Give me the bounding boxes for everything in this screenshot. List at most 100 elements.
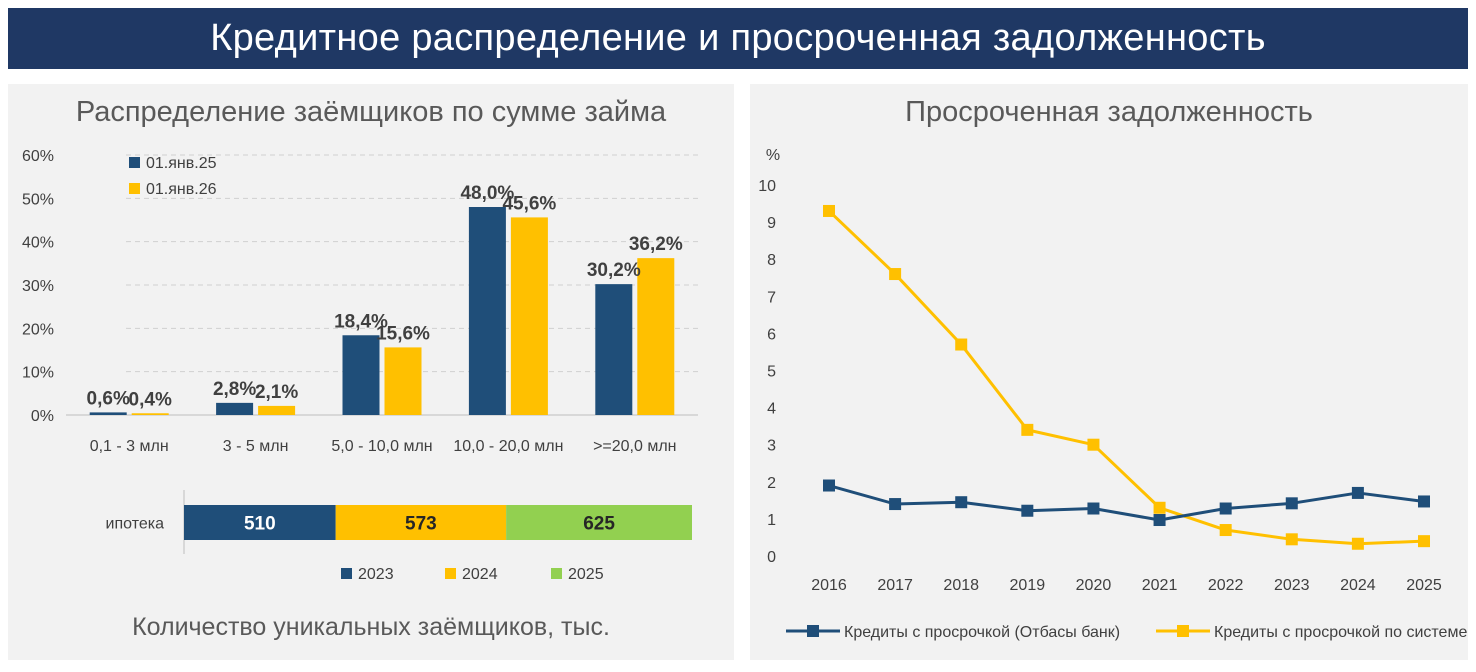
otbasy-overdue-series-marker [823,479,835,492]
bar-legend-swatch [129,157,140,168]
bar [89,412,127,415]
bar-data-label: 36,2% [629,234,683,255]
stack-legend-swatch [341,568,352,579]
otbasy-overdue-series-marker [1285,497,1298,510]
otbasy-overdue-series-marker [1418,495,1430,508]
stack-segment-label: 573 [405,514,437,535]
stack-legend-swatch [445,568,456,579]
bar-data-label: 2,8% [213,379,256,400]
bar-y-tick-label: 10% [22,365,54,382]
system-overdue-series-marker [823,204,835,217]
stack-legend-label: 2023 [358,566,394,583]
system-overdue-series-marker [1021,423,1034,436]
stack-segment [506,505,692,540]
bar-y-tick-label: 30% [22,278,54,295]
bar-y-tick-label: 40% [22,235,54,252]
otbasy-overdue-series-marker [1153,514,1166,527]
stack-legend-label: 2024 [462,566,498,583]
bar [468,207,506,415]
line-x-tick-label: 2016 [811,577,847,594]
bar-data-label: 2,1% [255,382,298,403]
stack-segment-label: 625 [583,514,615,535]
line-chart-title: Просроченная задолженность [905,96,1313,128]
bar-x-tick-label: >=20,0 млн [593,438,676,455]
bar-y-tick-label: 50% [22,191,54,208]
line-x-tick-label: 2023 [1274,577,1310,594]
line-x-tick-label: 2021 [1142,577,1178,594]
bar-x-tick-label: 0,1 - 3 млн [90,438,169,455]
bar-data-label: 15,6% [376,323,430,344]
borrower-distribution-chart: Распределение заёмщиков по сумме займа 0… [22,96,698,641]
bar-x-tick-label: 3 - 5 млн [223,438,289,455]
bar-y-tick-label: 20% [22,321,54,338]
bar-y-tick-label: 0% [31,408,54,425]
stack-category-label: ипотека [106,516,165,533]
bar-data-label: 45,6% [502,193,556,214]
system-overdue-series-marker [1285,533,1298,546]
stacked-bar-caption: Количество уникальных заёмщиков, тыс. [132,613,610,641]
system-overdue-series-marker [1219,524,1232,537]
system-overdue-series-line [827,209,1425,546]
otbasy-overdue-series-line [828,484,1425,522]
line-y-tick-label: 5 [767,364,776,381]
line-y-tick-label: 9 [767,215,776,232]
bar-data-label: 48,0% [460,183,514,204]
system-overdue-series-marker [889,268,902,281]
bar-legend-label: 01.янв.26 [146,181,217,198]
system-overdue-series-marker [1153,501,1166,514]
line-y-unit-label: % [766,147,780,164]
stack-legend-label: 2025 [568,566,604,583]
line-x-tick-label: 2019 [1010,577,1046,594]
bar [510,217,548,415]
stack-segment [335,505,507,540]
stack-legend-swatch [551,568,562,579]
bar [595,284,633,415]
bar [637,258,675,415]
line-legend-marker [1177,625,1189,637]
line-x-tick-label: 2024 [1340,577,1376,594]
bar [216,402,254,415]
line-legend-label: Кредиты с просрочкой по системе [1214,624,1467,641]
bar-y-tick-label: 60% [22,148,54,165]
line-y-tick-label: 1 [767,512,776,529]
line-y-tick-label: 0 [767,549,776,566]
line-y-tick-label: 10 [758,178,776,195]
system-overdue-series-marker [1087,438,1100,451]
line-y-tick-label: 8 [767,252,776,269]
otbasy-overdue-series-marker [889,498,902,511]
line-x-tick-label: 2022 [1208,577,1244,594]
line-y-tick-label: 7 [767,289,776,306]
stack-segment [184,505,336,540]
line-x-tick-label: 2017 [877,577,913,594]
otbasy-overdue-series-marker [1021,504,1034,517]
page-title: Кредитное распределение и просроченная з… [8,8,1468,69]
bar-data-label: 30,2% [587,260,641,281]
line-x-tick-label: 2025 [1406,577,1442,594]
otbasy-overdue-series-marker [1087,502,1100,515]
line-y-tick-label: 2 [767,475,776,492]
line-legend-marker [807,625,819,637]
system-overdue-series-marker [955,338,968,351]
bar [342,335,380,415]
overdue-debt-chart: Просроченная задолженность % 0 1 2 3 4 5 6 7 8 9 1… [758,96,1467,641]
bar-data-label: 0,4% [129,389,172,410]
overdue-debt-panel: Просроченная задолженность % 0 1 2 3 4 5 6 7 8 9 1… [750,84,1468,660]
otbasy-overdue-series-marker [1351,486,1364,499]
line-y-tick-label: 4 [767,401,776,418]
stack-segment-label: 510 [244,514,276,535]
line-x-tick-label: 2018 [943,577,979,594]
bar-x-tick-label: 10,0 - 20,0 млн [453,438,563,455]
bar [384,347,422,415]
otbasy-overdue-series-marker [1219,502,1232,515]
line-legend-label: Кредиты с просрочкой (Отбасы банк) [844,624,1120,641]
bar-chart-title: Распределение заёмщиков по сумме займа [76,96,667,128]
system-overdue-series-marker [1418,535,1430,548]
bar-legend-swatch [129,183,140,194]
bar-legend-label: 01.янв.25 [146,155,217,172]
bar [131,413,169,415]
system-overdue-series-marker [1351,537,1364,550]
line-y-tick-label: 6 [767,326,776,343]
otbasy-overdue-series-marker [955,496,968,509]
bar [258,405,296,415]
bar-data-label: 0,6% [87,388,130,409]
